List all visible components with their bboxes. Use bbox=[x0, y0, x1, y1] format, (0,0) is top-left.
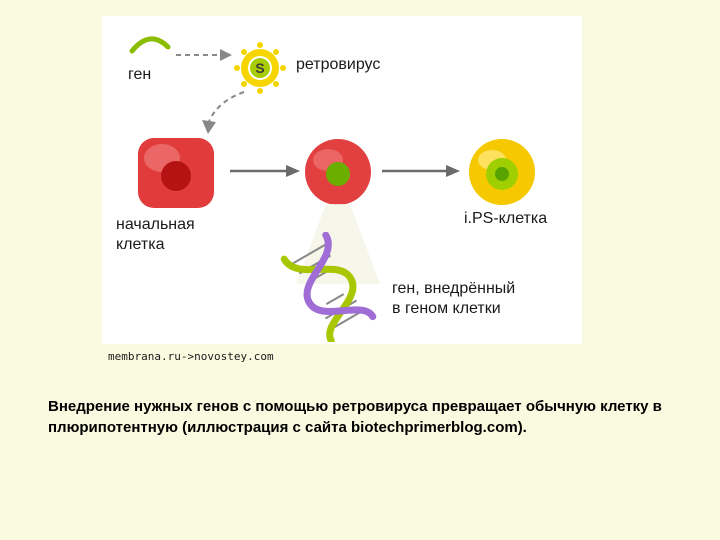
label-inserted-gene-l2: в геном клетки bbox=[392, 300, 501, 318]
credit-text: membrana.ru->novostey.com bbox=[108, 350, 274, 363]
arrow-gene-to-virus-icon bbox=[174, 46, 236, 64]
arrow-1-icon bbox=[228, 163, 302, 179]
label-inserted-gene-l1: ген, внедрённый bbox=[392, 280, 515, 298]
arrow-virus-to-cell-icon bbox=[198, 88, 258, 138]
label-gene: ген bbox=[128, 66, 151, 84]
arrow-2-icon bbox=[380, 163, 462, 179]
label-initial-cell-l1: начальная bbox=[116, 216, 195, 234]
label-initial-cell-l2: клетка bbox=[116, 236, 164, 254]
label-ips-cell: i.PS-клетка bbox=[464, 210, 547, 228]
dna-helix-icon bbox=[268, 232, 388, 342]
mid-cell-icon bbox=[302, 136, 374, 208]
initial-cell-icon bbox=[132, 132, 220, 214]
caption-text: Внедрение нужных генов с помощью ретрови… bbox=[48, 396, 678, 438]
gene-arc-icon bbox=[128, 33, 172, 57]
svg-text:S: S bbox=[255, 60, 264, 76]
label-retrovirus: ретровирус bbox=[296, 56, 380, 74]
ips-cell-icon bbox=[466, 136, 538, 208]
